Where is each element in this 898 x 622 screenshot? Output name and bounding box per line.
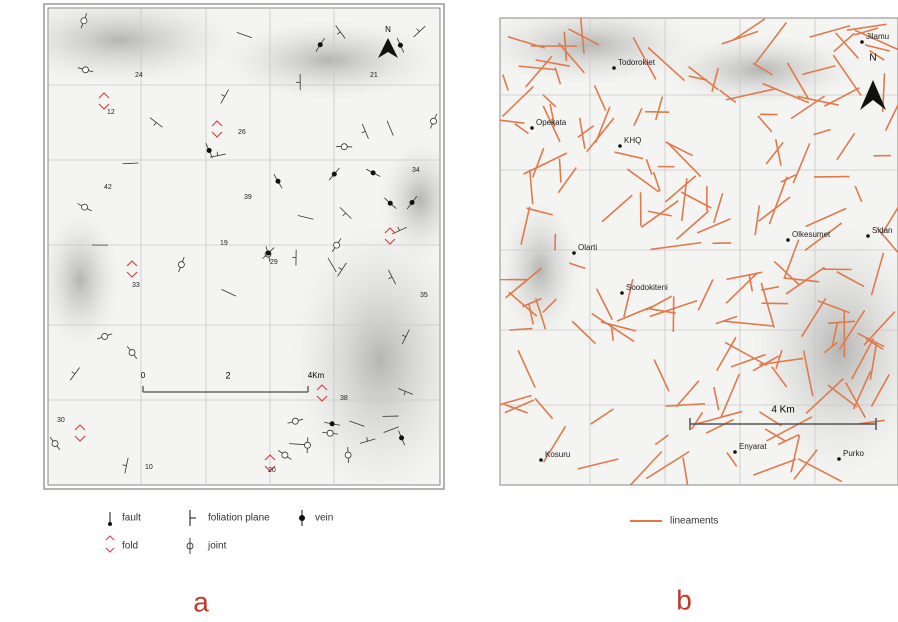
place-label: Enyarat [739, 442, 767, 451]
symbol [83, 67, 89, 73]
symbol [81, 18, 87, 24]
symbol [282, 452, 288, 458]
place-label: Jilamu [866, 32, 889, 41]
symbol [371, 170, 376, 175]
place-dot [618, 144, 622, 148]
dip-label: 30 [57, 417, 65, 424]
place-dot [530, 126, 534, 130]
place-label: Olkesumet [792, 230, 831, 239]
place-dot [786, 238, 790, 242]
legend-a: fault foliation plane vein fold joint [106, 510, 333, 554]
place-dot [612, 66, 616, 70]
place-label: Sidan [872, 226, 892, 235]
place-label: Todorokiet [618, 58, 656, 67]
symbol [398, 43, 403, 48]
place-label: Purko [843, 449, 864, 458]
place-label: Opekata [536, 118, 567, 127]
symbol [129, 350, 135, 356]
symbol [266, 251, 271, 256]
place-label: Soodokiteni [626, 283, 668, 292]
scale-label: 0 [141, 371, 146, 380]
place-dot [539, 458, 543, 462]
legend-label: fold [122, 541, 138, 552]
scale-label: 4 Km [771, 405, 794, 416]
place-dot [733, 450, 737, 454]
dip-label: 33 [132, 282, 140, 289]
symbol [292, 418, 298, 424]
panel-label: b [676, 584, 692, 615]
symbol [304, 442, 310, 448]
map-a: N 0 2 4Km 21 24 12 26 34 42 39 19 29 33 35 38 30 20 10 [0, 0, 470, 500]
scale-label: 4Km [308, 371, 325, 380]
dip-label: 19 [220, 240, 228, 247]
place-dot [837, 457, 841, 461]
lineament [645, 112, 669, 113]
symbol [207, 148, 212, 153]
place-dot [620, 291, 624, 295]
symbol [52, 441, 58, 447]
place-dot [572, 251, 576, 255]
symbol [276, 179, 281, 184]
dip-label: 42 [104, 184, 112, 191]
legend-label: vein [315, 513, 333, 524]
dip-label: 38 [340, 395, 348, 402]
legend-label: fault [122, 513, 141, 524]
dip-label: 39 [244, 194, 252, 201]
north-label: N [869, 53, 876, 64]
symbol [345, 452, 351, 458]
symbol [318, 42, 323, 47]
dip-label: 34 [412, 167, 420, 174]
scale-label: 2 [225, 370, 230, 380]
legend-label: joint [207, 541, 227, 552]
place-dot [860, 40, 864, 44]
dip-label: 21 [370, 72, 378, 79]
place-label: Olarti [578, 243, 597, 252]
place-label: KHQ [624, 136, 641, 145]
dip-label: 10 [145, 464, 153, 471]
panel-label: a [193, 586, 209, 617]
symbol [102, 333, 108, 339]
map-b: N 4 Km Jilamu Todorokiet Opekata KHQ Olkesum… [480, 5, 898, 527]
symbol [399, 435, 404, 440]
dip-label: 26 [238, 129, 246, 136]
symbol [82, 204, 88, 210]
symbol [431, 118, 437, 124]
symbol [388, 201, 393, 206]
dip-label: 20 [268, 467, 276, 474]
legend-label: foliation plane [208, 513, 270, 524]
legend-label: lineaments [670, 516, 718, 527]
dip-label: 29 [270, 259, 278, 266]
dip-label: 24 [135, 72, 143, 79]
symbol [332, 172, 337, 177]
symbol [178, 262, 184, 268]
figure: N 0 2 4Km 21 24 12 26 34 42 39 19 29 33 35 38 30 20 10… [0, 0, 898, 622]
symbol [410, 200, 415, 205]
symbol [334, 242, 340, 248]
north-label: N [385, 25, 391, 34]
symbol [330, 421, 335, 426]
dip-label: 35 [420, 292, 428, 299]
symbol [327, 430, 333, 436]
symbol [341, 144, 347, 150]
place-dot [866, 234, 870, 238]
dip-label: 12 [107, 109, 115, 116]
place-label: Kosuru [545, 450, 570, 459]
